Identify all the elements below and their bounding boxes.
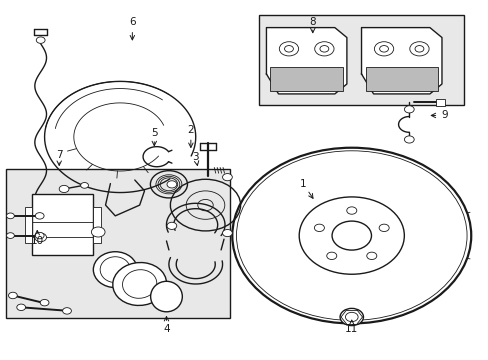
Text: 3: 3 [192,152,199,162]
Ellipse shape [113,262,166,306]
Bar [32,194,93,255]
Circle shape [346,207,356,214]
Circle shape [222,229,232,237]
Circle shape [17,304,25,311]
Circle shape [59,185,69,193]
Circle shape [378,224,388,231]
Circle shape [62,308,71,314]
Circle shape [409,42,428,56]
Text: 6: 6 [129,17,135,27]
Circle shape [8,292,17,299]
Circle shape [222,174,232,181]
Circle shape [91,227,105,237]
Circle shape [36,37,45,43]
Circle shape [6,233,14,238]
Circle shape [314,224,324,231]
Circle shape [314,42,333,56]
Circle shape [279,42,298,56]
Bar [93,207,101,243]
Text: 2: 2 [187,125,194,135]
Ellipse shape [93,252,137,288]
Circle shape [6,213,14,219]
Text: 11: 11 [345,324,358,334]
Text: 1: 1 [299,179,305,189]
Circle shape [326,252,336,260]
Bar [270,67,342,91]
Circle shape [35,233,46,242]
Text: 8: 8 [309,17,315,27]
Bar [365,67,437,91]
Circle shape [167,181,176,188]
Circle shape [374,42,393,56]
Bar [259,15,463,105]
Polygon shape [361,28,441,94]
Text: 4: 4 [163,324,169,334]
Circle shape [167,222,176,229]
Text: 7: 7 [56,150,62,160]
Text: 9: 9 [440,111,447,121]
Circle shape [81,183,88,188]
Circle shape [339,309,363,325]
Circle shape [40,300,49,306]
Text: 5: 5 [151,129,157,138]
Polygon shape [266,28,346,94]
Bar [5,169,229,318]
Bar [435,99,444,106]
Bar [25,207,32,243]
Text: 10: 10 [31,236,44,246]
Ellipse shape [150,281,182,312]
Circle shape [35,213,44,219]
Circle shape [366,252,376,260]
Circle shape [404,106,413,113]
Circle shape [35,232,44,239]
Circle shape [404,136,413,143]
